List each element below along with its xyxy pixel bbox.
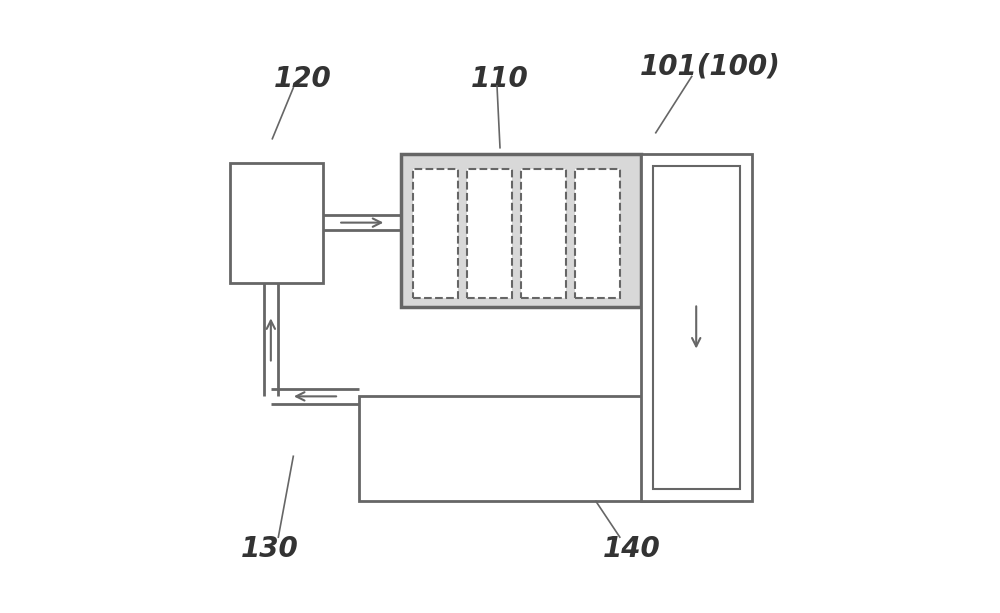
Bar bbox=[467, 169, 512, 297]
Bar bbox=[575, 169, 620, 297]
Bar bbox=[641, 154, 752, 501]
Text: 120: 120 bbox=[273, 65, 331, 93]
Bar bbox=[230, 162, 323, 283]
Bar bbox=[521, 169, 566, 297]
Bar bbox=[359, 397, 668, 501]
Bar bbox=[653, 166, 740, 489]
Text: 140: 140 bbox=[603, 535, 661, 563]
Text: 101(100): 101(100) bbox=[639, 53, 780, 81]
Text: 130: 130 bbox=[240, 535, 298, 563]
Bar bbox=[401, 154, 641, 306]
Bar bbox=[413, 169, 458, 297]
Text: 110: 110 bbox=[471, 65, 529, 93]
